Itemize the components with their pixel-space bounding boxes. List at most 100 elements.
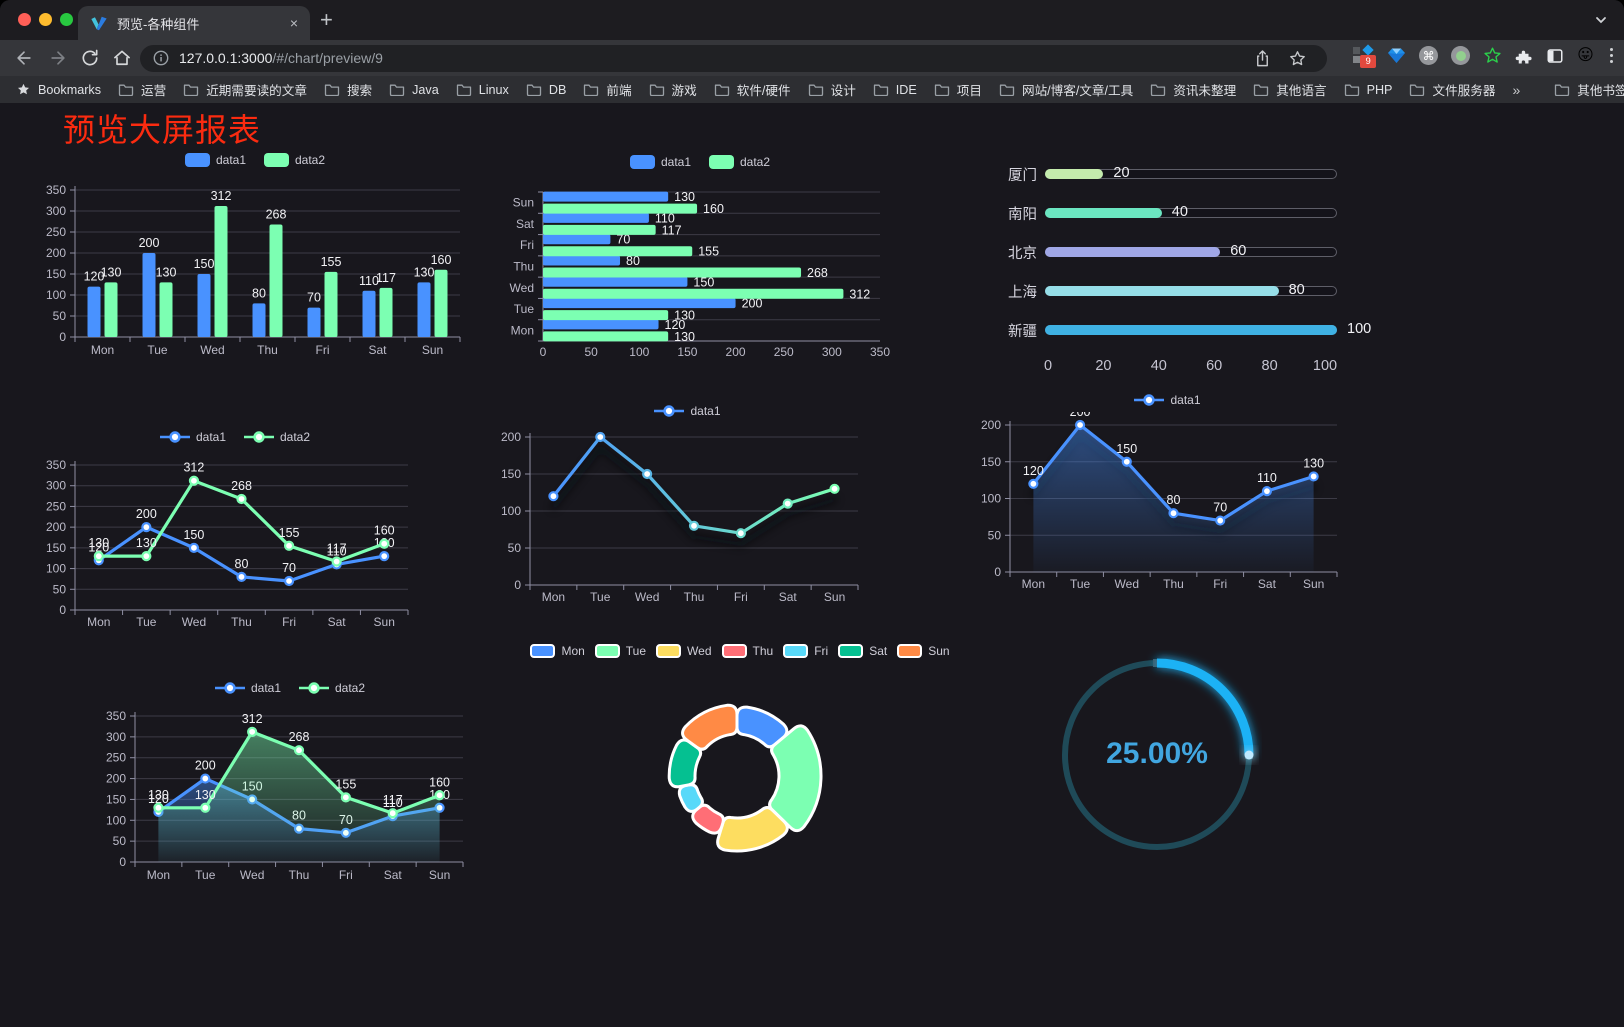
progress-value: 100 xyxy=(1347,321,1372,337)
svg-text:130: 130 xyxy=(136,536,157,550)
svg-text:300: 300 xyxy=(46,479,66,493)
legend-item-Mon[interactable]: Mon xyxy=(530,644,585,658)
svg-text:Wed: Wed xyxy=(635,590,659,604)
bookmark-folder-10[interactable]: 设计 xyxy=(808,80,856,99)
svg-text:268: 268 xyxy=(807,266,828,280)
legend-item-data2[interactable]: data2 xyxy=(299,681,365,695)
legend-item-data2[interactable]: data2 xyxy=(264,153,325,167)
svg-text:120: 120 xyxy=(1023,464,1044,478)
svg-text:117: 117 xyxy=(662,223,682,237)
tab-search-chevron-icon[interactable] xyxy=(1594,13,1608,27)
svg-text:50: 50 xyxy=(988,528,1002,542)
extensions-puzzle-icon[interactable] xyxy=(1515,47,1533,65)
chart-legend: data1 xyxy=(495,398,880,424)
svg-text:Mon: Mon xyxy=(87,615,110,629)
folder-icon xyxy=(1150,83,1166,96)
chart-bar-vertical[interactable]: data1 data2 0 50 100 150 200 250 300 350 Mon Tue Wed… xyxy=(35,148,475,368)
svg-text:Sat: Sat xyxy=(328,615,347,629)
legend-item-Wed[interactable]: Wed xyxy=(656,644,712,658)
legend-item-Tue[interactable]: Tue xyxy=(594,644,646,658)
line-chart-canvas: 0 50 100 150 200 250 300 350 Mon Tue Wed Thu Fri Sat S… xyxy=(46,458,409,629)
svg-text:250: 250 xyxy=(46,499,66,513)
forward-button[interactable] xyxy=(48,48,68,68)
chart-bar-horizontal[interactable]: data1 data2 0 50 100 150 200 250 300 350 Mon 120 130… xyxy=(505,150,895,372)
svg-text:110: 110 xyxy=(359,274,379,288)
bookmark-folder-8[interactable]: 游戏 xyxy=(649,80,697,99)
svg-text:150: 150 xyxy=(46,541,66,555)
page-title: 预览大屏报表 xyxy=(63,112,262,148)
bookmark-folder-3[interactable]: 搜索 xyxy=(324,80,372,99)
chart-progress[interactable]: 厦门 20 南阳 40 北京 60 上海 80 新疆 100 0 20 40 60 80 100 xyxy=(985,155,1371,385)
extension-dot-icon[interactable] xyxy=(1451,46,1471,65)
bookmark-folder-16[interactable]: PHP xyxy=(1344,83,1392,97)
chart-gauge[interactable]: 25.00% xyxy=(1052,650,1262,862)
chart-line-area[interactable]: data1 0 50 100 150 200 Mon Tue Wed Thu Fri Sat Sun 12… xyxy=(980,388,1355,606)
legend-item-Sat[interactable]: Sat xyxy=(838,644,887,658)
bookmark-star-icon[interactable] xyxy=(1288,49,1307,68)
side-panel-icon[interactable] xyxy=(1546,47,1564,65)
close-window-button[interactable] xyxy=(18,13,31,26)
extension-grid-icon[interactable]: 9 xyxy=(1353,44,1377,68)
chart-line-gradient[interactable]: data1 0 50 100 150 200 Mon Tue Wed Thu Fri Sat Sun xyxy=(495,398,880,616)
svg-text:Sat: Sat xyxy=(779,590,798,604)
site-info-icon[interactable] xyxy=(153,50,169,66)
legend-item-data1[interactable]: data1 xyxy=(629,155,691,169)
progress-fill xyxy=(1045,325,1337,335)
line-chart-canvas: 0 50 100 150 200 Mon Tue Wed Thu Fri Sat Sun 120 200 1… xyxy=(981,412,1338,591)
home-button[interactable] xyxy=(112,48,132,68)
bookmark-folder-1[interactable]: 运营 xyxy=(118,80,166,99)
bookmark-folder-2[interactable]: 近期需要读的文章 xyxy=(183,80,307,99)
legend-item-Fri[interactable]: Fri xyxy=(783,644,828,658)
legend-item-data1[interactable]: data1 xyxy=(214,681,281,695)
url-text: 127.0.0.1:3000/#/chart/preview/9 xyxy=(179,50,383,66)
bookmark-folder-9[interactable]: 软件/硬件 xyxy=(714,80,791,99)
chart-line-basic[interactable]: data1 data2 0 50 100 150 200 250 300 350 Mon Tue Wed… xyxy=(45,425,425,641)
browser-tab[interactable]: 预览-各种组件 × xyxy=(78,6,310,40)
chart-pie-rose[interactable]: Mon Tue Wed Thu Fri Sat Sun xyxy=(530,638,950,882)
svg-text:Sun: Sun xyxy=(1303,577,1324,591)
svg-text:Sat: Sat xyxy=(1258,577,1277,591)
bookmark-folder-15[interactable]: 其他语言 xyxy=(1253,80,1327,99)
bookmark-folder-7[interactable]: 前端 xyxy=(583,80,632,99)
bookmark-folder-14[interactable]: 资讯未整理 xyxy=(1150,80,1236,99)
legend-item-data1[interactable]: data1 xyxy=(1134,393,1201,407)
address-bar[interactable]: 127.0.0.1:3000/#/chart/preview/9 xyxy=(140,44,1327,72)
back-button[interactable] xyxy=(14,48,34,68)
bookmarks-overflow-chevron[interactable]: » xyxy=(1512,81,1521,98)
svg-text:312: 312 xyxy=(242,712,263,726)
minimize-window-button[interactable] xyxy=(39,13,52,26)
new-tab-button[interactable]: + xyxy=(320,7,333,32)
legend-item-data1[interactable]: data1 xyxy=(184,153,246,167)
extension-command-icon[interactable]: ⌘ xyxy=(1419,46,1439,65)
legend-item-data2[interactable]: data2 xyxy=(244,430,310,444)
bookmarks-root-item[interactable]: Bookmarks xyxy=(16,82,101,97)
reload-button[interactable] xyxy=(80,48,100,68)
progress-label-上海: 上海 xyxy=(1008,285,1037,301)
svg-text:Wed: Wed xyxy=(200,343,224,357)
bookmark-folder-13[interactable]: 网站/博客/文章/工具 xyxy=(999,80,1133,99)
legend-item-Thu[interactable]: Thu xyxy=(721,644,773,658)
legend-item-data1[interactable]: data1 xyxy=(654,404,721,418)
svg-text:200: 200 xyxy=(501,430,521,444)
legend-item-data1[interactable]: data1 xyxy=(159,430,226,444)
axis-tick-label: 80 xyxy=(1261,358,1278,374)
svg-text:Sun: Sun xyxy=(513,196,534,210)
other-bookmarks-item[interactable]: 其他书签 xyxy=(1554,80,1624,99)
bookmark-folder-4[interactable]: Java xyxy=(389,83,439,97)
legend-item-Sun[interactable]: Sun xyxy=(897,644,950,658)
browser-menu-icon[interactable] xyxy=(1607,48,1616,63)
zoom-window-button[interactable] xyxy=(60,13,73,26)
line-chart-canvas: 0 50 100 150 200 250 300 350 Mon Tue Wed Thu Fri Sat S… xyxy=(106,709,464,882)
bookmark-folder-12[interactable]: 项目 xyxy=(934,80,982,99)
bookmark-folder-11[interactable]: IDE xyxy=(873,83,917,97)
tab-close-icon[interactable]: × xyxy=(289,15,298,31)
bookmark-folder-6[interactable]: DB xyxy=(526,83,566,97)
share-icon[interactable] xyxy=(1253,49,1272,68)
bookmark-folder-5[interactable]: Linux xyxy=(456,83,509,97)
legend-item-data2[interactable]: data2 xyxy=(709,155,770,169)
bookmark-folder-17[interactable]: 文件服务器 xyxy=(1409,80,1495,99)
chart-area-two[interactable]: data1 data2 0 50 100 150 200 250 300 350 Mon Tue Wed… xyxy=(95,675,485,903)
extension-gem-icon[interactable] xyxy=(1387,47,1406,64)
extension-green-star-icon[interactable] xyxy=(1483,46,1502,65)
profile-avatar-emoji[interactable]: 😛 xyxy=(1577,47,1594,64)
